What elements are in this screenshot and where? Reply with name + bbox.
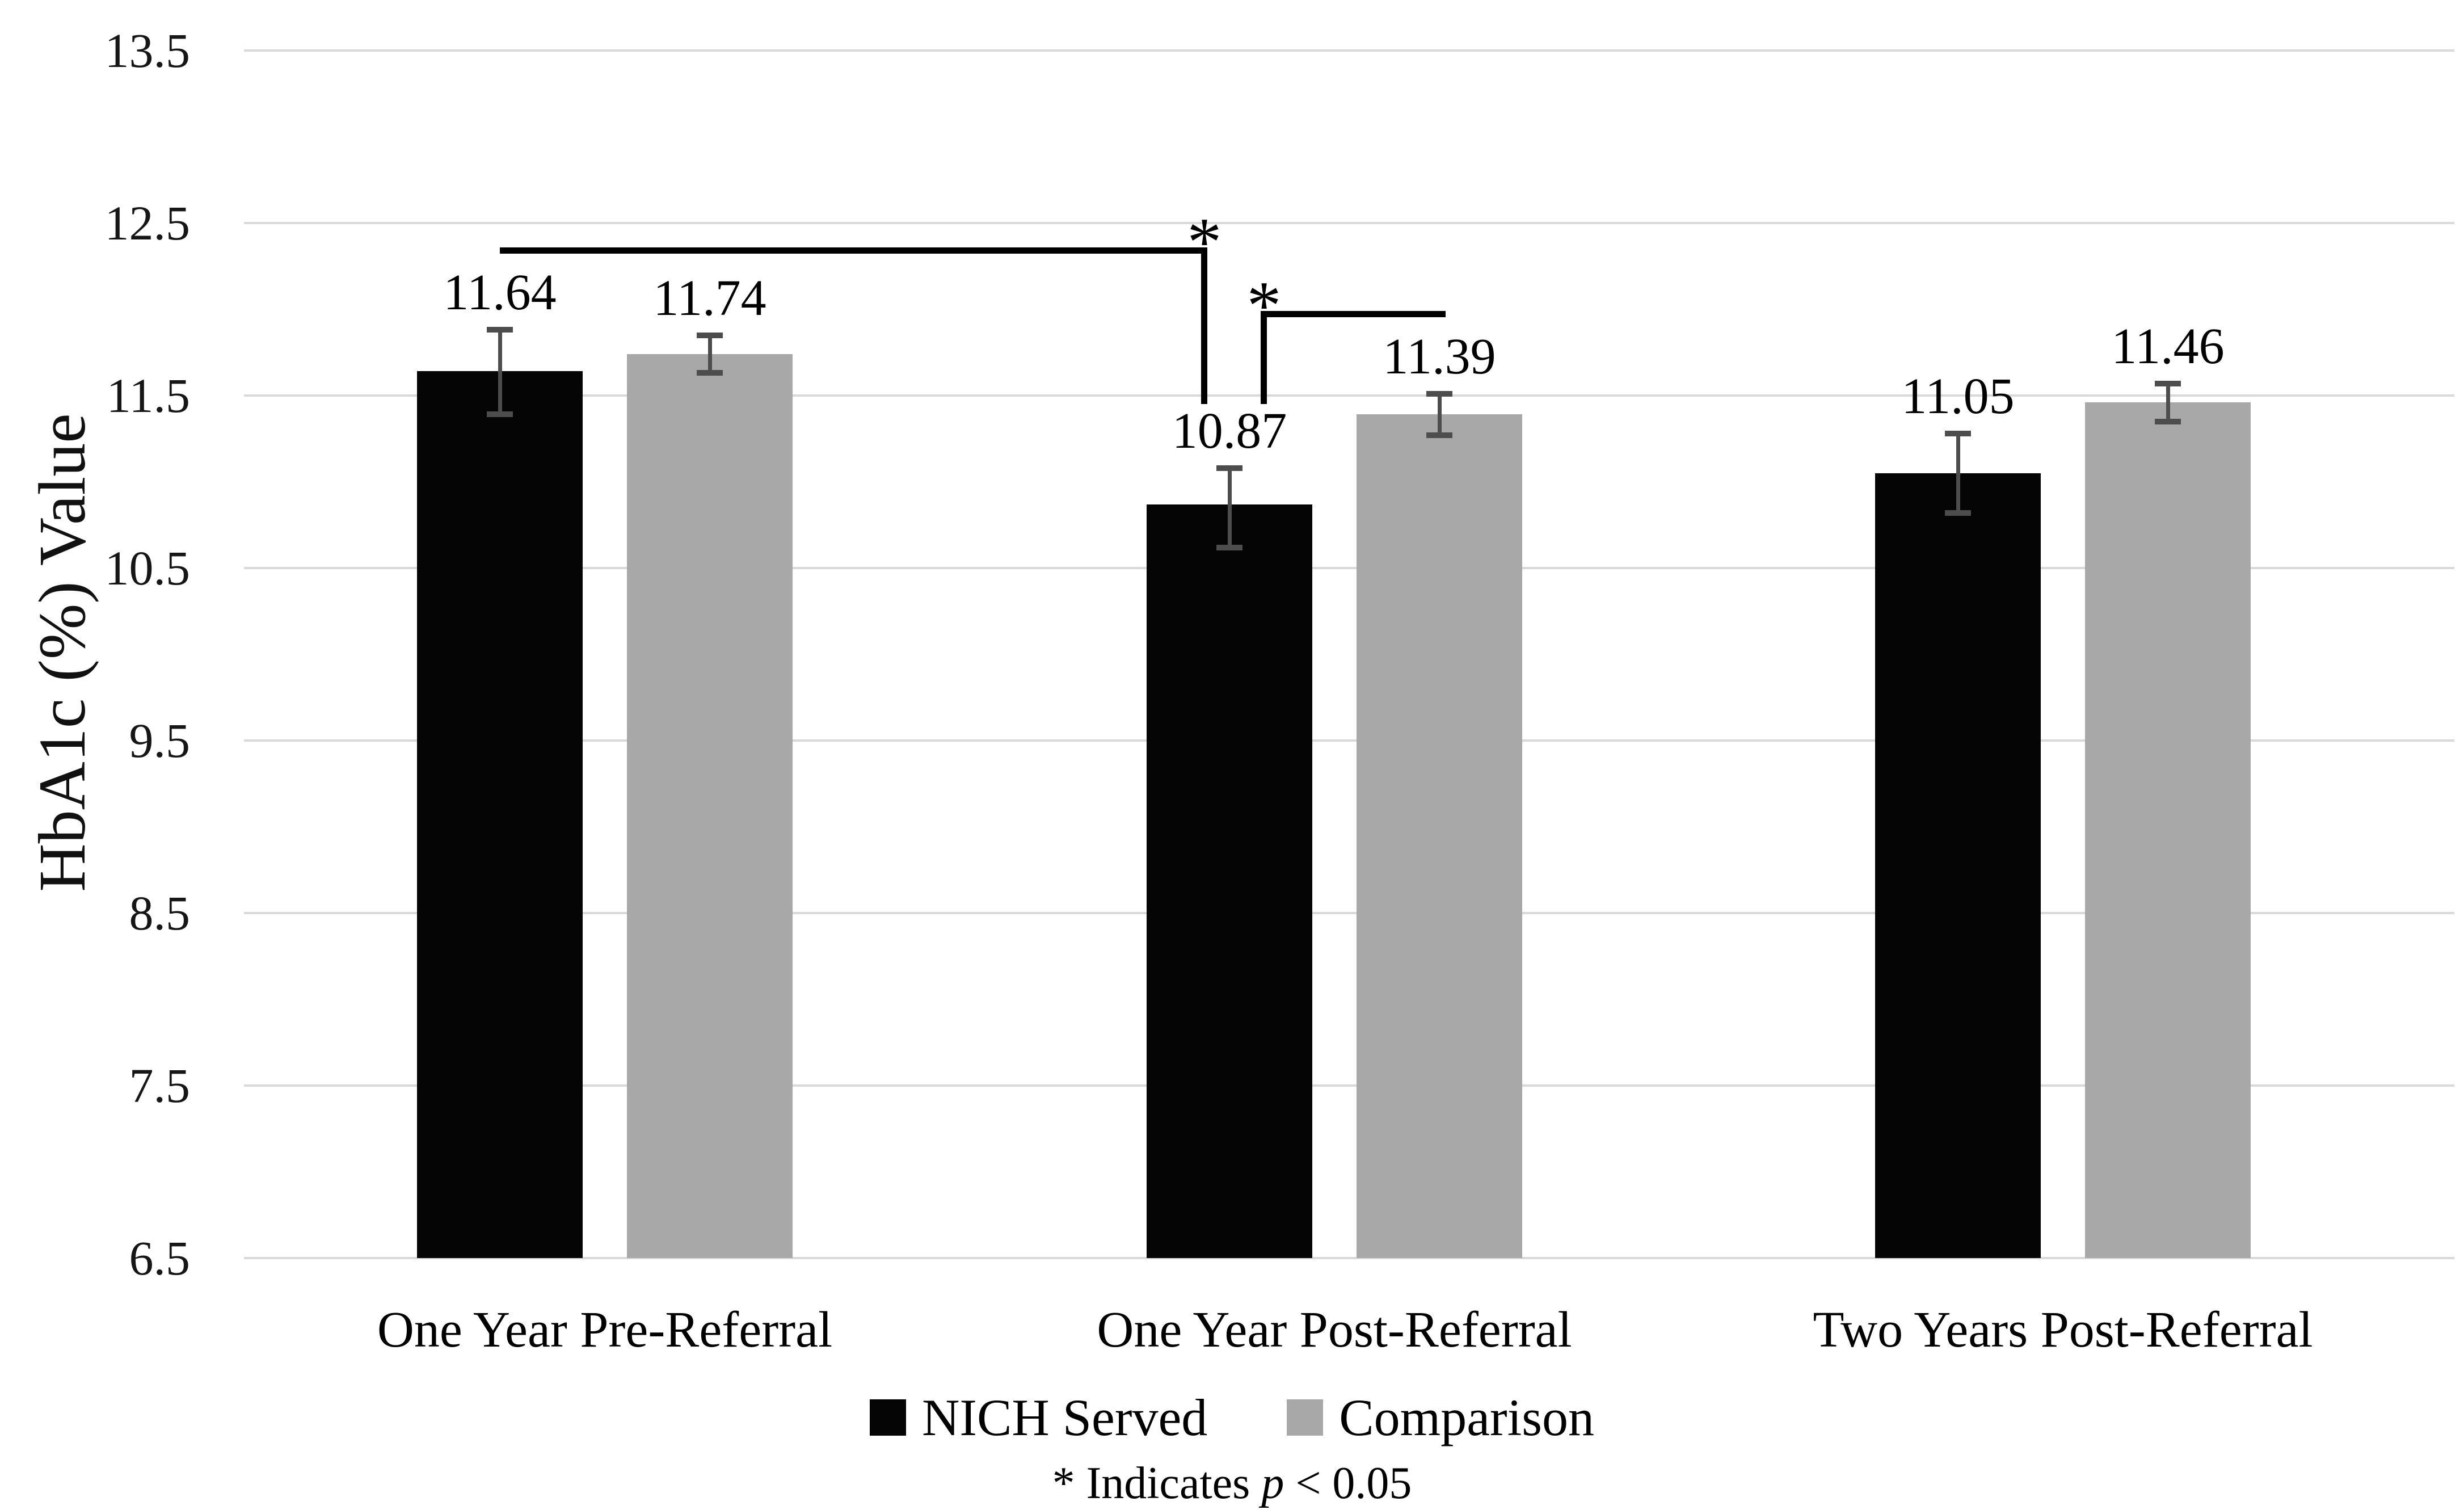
error-bar-whisker — [1228, 468, 1232, 548]
y-tick-label: 7.5 — [129, 1058, 191, 1113]
error-bar-cap-top — [1216, 465, 1242, 471]
significance-bracket-line — [500, 247, 1208, 254]
gridline — [244, 739, 2454, 742]
bar-value-label: 11.64 — [443, 264, 557, 321]
significance-star: * — [1246, 267, 1282, 344]
error-bar-cap-top — [1945, 430, 1971, 436]
gridline — [244, 394, 2454, 397]
error-bar-cap-top — [2155, 380, 2181, 386]
error-bar-whisker — [1438, 393, 1442, 435]
footnote-threshold: < 0.05 — [1284, 1458, 1412, 1508]
x-axis-label: Two Years Post-Referral — [1813, 1302, 2313, 1358]
gridline — [244, 49, 2454, 52]
error-bar-cap-bottom — [1945, 510, 1971, 516]
gridline — [244, 1084, 2454, 1087]
bar-value-label: 11.46 — [2111, 318, 2225, 375]
y-tick-label: 9.5 — [129, 713, 191, 768]
significance-footnote: * Indicates p < 0.05 — [0, 1459, 2464, 1507]
y-tick-label: 10.5 — [104, 541, 191, 595]
error-bar-whisker — [708, 335, 712, 373]
bar-value-label: 11.39 — [1383, 328, 1496, 385]
y-tick-label: 12.5 — [104, 196, 191, 250]
bar-comparison — [2085, 402, 2251, 1258]
y-tick-label: 13.5 — [104, 23, 191, 78]
bar-value-label: 11.05 — [1901, 368, 2015, 424]
error-bar-cap-bottom — [2155, 418, 2181, 424]
significance-bracket-line — [1261, 311, 1446, 318]
gridline — [244, 912, 2454, 914]
legend-label: NICH Served — [921, 1389, 1208, 1446]
bar-value-label: 10.87 — [1172, 402, 1287, 459]
bar-nich-served — [1875, 473, 2041, 1258]
y-tick-label: 11.5 — [106, 368, 190, 423]
error-bar-whisker — [2166, 383, 2170, 422]
legend-swatch — [869, 1399, 906, 1436]
significance-star: * — [1187, 203, 1222, 280]
bar-nich-served — [417, 371, 583, 1258]
error-bar-cap-bottom — [697, 370, 723, 376]
gridline — [244, 1257, 2454, 1259]
significance-bracket-drop — [1201, 247, 1208, 405]
error-bar-whisker — [1956, 433, 1960, 513]
bar-comparison — [1357, 414, 1522, 1258]
legend-item-comparison: Comparison — [1287, 1389, 1594, 1446]
x-axis-label: One Year Post-Referral — [1097, 1302, 1572, 1358]
significance-bracket-drop — [1261, 311, 1267, 405]
legend-swatch — [1287, 1399, 1324, 1436]
legend-label: Comparison — [1339, 1389, 1595, 1446]
footnote-p-symbol: p — [1261, 1458, 1284, 1508]
error-bar-whisker — [498, 330, 502, 415]
gridline — [244, 222, 2454, 224]
bar-nich-served — [1147, 504, 1312, 1258]
legend: NICH Served Comparison — [0, 1389, 2464, 1446]
error-bar-cap-top — [487, 327, 513, 333]
error-bar-cap-bottom — [487, 411, 513, 418]
error-bar-cap-bottom — [1216, 544, 1242, 550]
legend-item-nich-served: NICH Served — [869, 1389, 1208, 1446]
gridline — [244, 567, 2454, 569]
bar-comparison — [627, 354, 793, 1258]
error-bar-cap-top — [697, 332, 723, 338]
footnote-marker: * Indicates — [1052, 1458, 1262, 1508]
y-tick-label: 6.5 — [129, 1231, 191, 1285]
x-axis-label: One Year Pre-Referral — [377, 1302, 833, 1358]
error-bar-cap-top — [1426, 390, 1452, 397]
error-bar-cap-bottom — [1426, 432, 1452, 438]
y-tick-label: 8.5 — [129, 886, 191, 940]
bar-value-label: 11.74 — [653, 270, 766, 326]
